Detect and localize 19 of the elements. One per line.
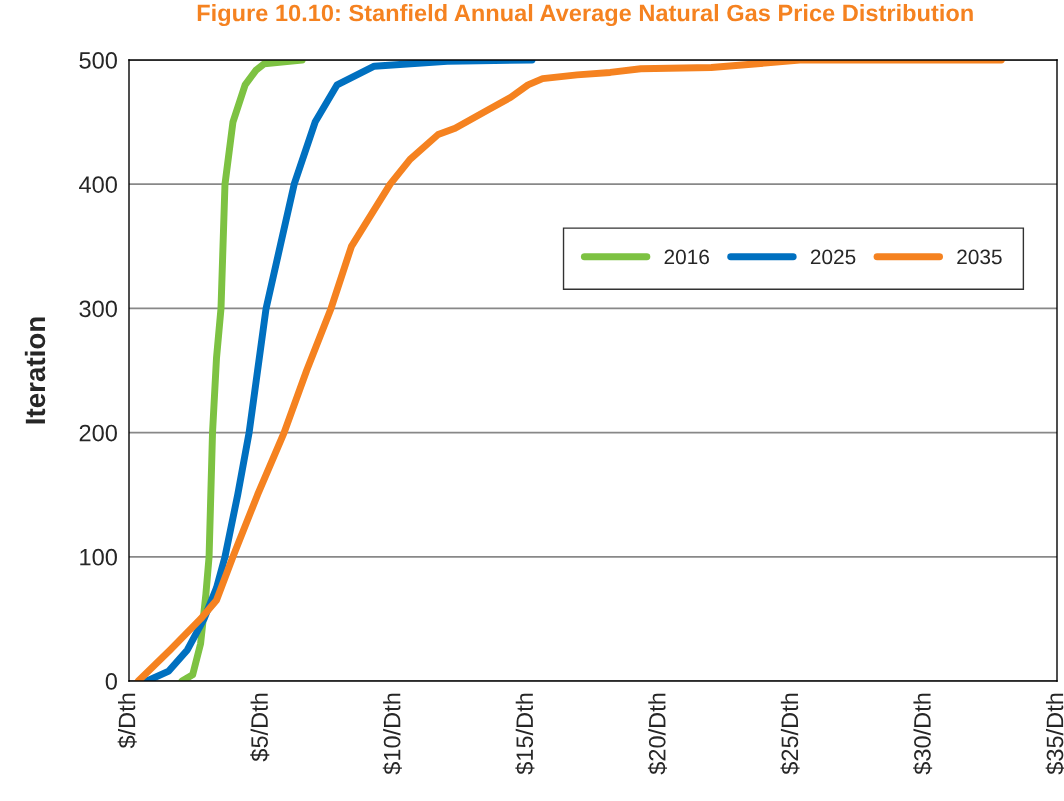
legend-label: 2025: [810, 249, 856, 265]
x-tick-label: $15/Dth: [515, 693, 535, 775]
chart-title: Figure 10.10: Stanfield Annual Average Natural Gas Price Distribution: [197, 4, 973, 27]
x-tick-label: $35/Dth: [1045, 693, 1064, 775]
y-tick-label: 500: [79, 52, 117, 69]
x-tick-label: $/Dth: [117, 693, 137, 749]
legend-label: 2035: [957, 249, 1002, 265]
y-tick-label: 0: [105, 673, 117, 690]
x-tick-label: $20/Dth: [647, 693, 668, 775]
y-axis-title: Iteration: [24, 317, 46, 424]
y-tick-label: 400: [79, 176, 117, 193]
y-tick-label: 200: [79, 424, 117, 442]
x-tick-label: $25/Dth: [780, 693, 800, 775]
x-tick-label: $30/Dth: [913, 693, 933, 775]
x-tick-label: $10/Dth: [382, 693, 402, 775]
y-tick-label: 300: [79, 300, 117, 318]
x-tick-label: $5/Dth: [250, 693, 270, 762]
legend-label: 2016: [664, 249, 709, 265]
y-tick-label: 100: [80, 548, 117, 566]
